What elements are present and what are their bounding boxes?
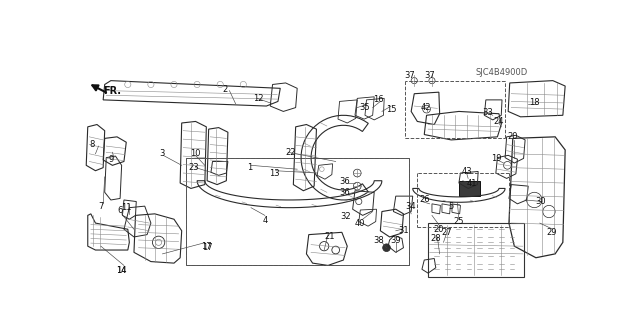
Text: 22: 22 <box>286 148 296 157</box>
Text: 7: 7 <box>98 202 104 211</box>
Text: 8: 8 <box>90 140 95 149</box>
Text: 23: 23 <box>188 163 198 172</box>
Text: 1: 1 <box>247 163 252 172</box>
Text: FR.: FR. <box>104 85 122 96</box>
Text: 20: 20 <box>434 225 444 234</box>
Text: 29: 29 <box>546 228 557 237</box>
Text: 3: 3 <box>159 149 164 158</box>
Text: 17: 17 <box>203 243 213 252</box>
Text: 9: 9 <box>108 155 113 164</box>
Text: 38: 38 <box>374 236 384 245</box>
Text: 16: 16 <box>374 95 384 104</box>
Text: 36: 36 <box>340 188 350 197</box>
Text: 30: 30 <box>535 197 546 206</box>
Text: 2: 2 <box>222 85 227 93</box>
Text: 37: 37 <box>424 71 435 80</box>
Text: 14: 14 <box>116 266 127 275</box>
Text: 21: 21 <box>324 233 335 241</box>
Text: 31: 31 <box>398 226 409 235</box>
Text: 28: 28 <box>431 234 441 243</box>
Bar <box>428 223 524 277</box>
Text: 12: 12 <box>253 94 264 103</box>
Text: 26: 26 <box>419 196 429 204</box>
Text: 24: 24 <box>493 117 504 126</box>
Text: 41: 41 <box>467 179 477 188</box>
Text: 18: 18 <box>529 98 540 107</box>
Text: 40: 40 <box>355 219 365 227</box>
Text: 6: 6 <box>117 206 123 215</box>
Text: 17: 17 <box>201 242 212 251</box>
Text: 33: 33 <box>483 108 493 117</box>
Text: 34: 34 <box>405 202 416 211</box>
Text: 25: 25 <box>454 217 464 226</box>
Text: 4: 4 <box>262 216 268 225</box>
Circle shape <box>383 244 390 252</box>
Bar <box>459 181 481 196</box>
Text: 10: 10 <box>190 149 201 158</box>
Text: 37: 37 <box>404 71 415 80</box>
Text: SJC4B4900D: SJC4B4900D <box>475 69 527 78</box>
Text: 42: 42 <box>420 103 431 112</box>
Text: 20: 20 <box>508 132 518 141</box>
Text: 13: 13 <box>269 168 280 178</box>
Text: 35: 35 <box>360 103 371 112</box>
Text: 32: 32 <box>340 212 351 221</box>
Text: 27: 27 <box>441 228 452 237</box>
Text: 19: 19 <box>491 154 501 163</box>
Text: 11: 11 <box>121 203 131 212</box>
Text: 15: 15 <box>386 105 396 114</box>
Text: 39: 39 <box>390 235 401 245</box>
Text: 43: 43 <box>461 167 472 176</box>
Text: 14: 14 <box>116 266 127 275</box>
Text: 36: 36 <box>340 177 350 186</box>
Text: 5: 5 <box>449 202 454 211</box>
